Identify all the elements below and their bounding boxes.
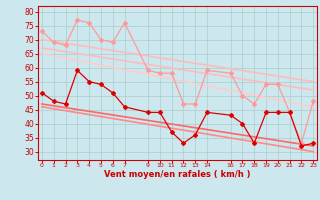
X-axis label: Vent moyen/en rafales ( km/h ): Vent moyen/en rafales ( km/h ) bbox=[104, 170, 251, 179]
